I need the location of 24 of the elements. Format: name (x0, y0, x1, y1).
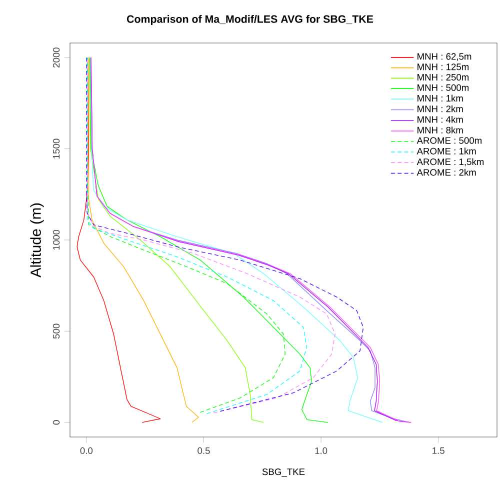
x-tick-label: 0.0 (80, 447, 93, 454)
legend-label: MNH : 1km (418, 94, 463, 102)
y-tick-label: 1500 (53, 138, 60, 158)
legend-label: AROME : 2km (416, 168, 476, 176)
x-axis-title: SBG_TKE (262, 468, 305, 477)
legend-label: MNH : 500m (418, 84, 469, 91)
legend-label: MNH : 125m (418, 64, 469, 70)
legend-label: AROME : 1km (416, 148, 476, 154)
legend-label: AROME : 500m (416, 137, 482, 144)
y-tick-label: 0 (53, 420, 60, 425)
chart-title: Comparison of Ma_Modif/LES AVG for SBG_TKE (126, 15, 374, 25)
x-tick-label: 1.0 (315, 447, 328, 454)
y-tick-label: 1000 (53, 230, 60, 250)
legend-label: AROME : 1,5km (416, 158, 484, 166)
y-axis-title: Altitude (m) (30, 203, 44, 278)
x-tick-label: 0.5 (198, 447, 210, 454)
legend-label: MNH : 8km (418, 126, 463, 134)
y-tick-label: 500 (53, 324, 60, 339)
x-tick-label: 1.5 (432, 447, 444, 454)
legend-label: MNH : 4km (418, 116, 463, 123)
y-tick-label: 2000 (53, 48, 60, 68)
legend-label: MNH : 2km (418, 105, 463, 112)
legend-label: MNH : 250m (418, 74, 469, 81)
legend-label: MNH : 62,5m (418, 53, 472, 61)
